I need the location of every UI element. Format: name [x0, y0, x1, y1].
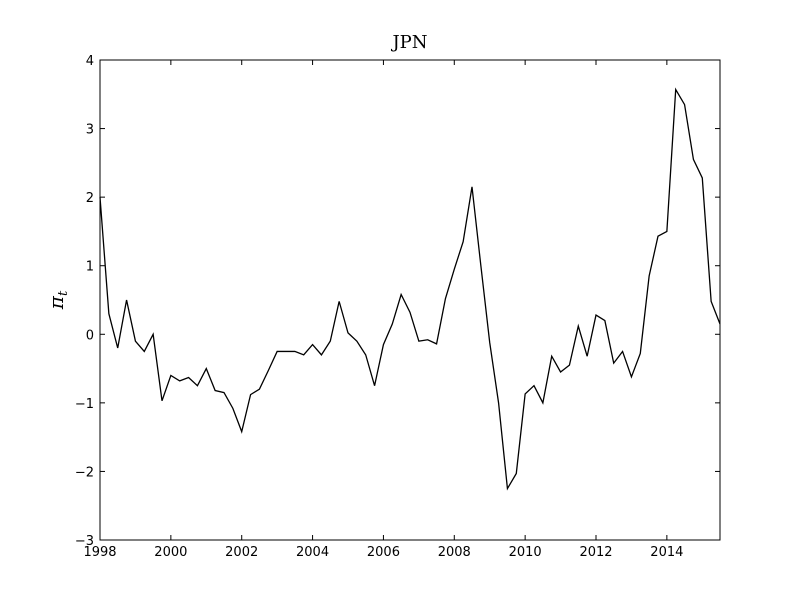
x-tick-label: 2012: [579, 545, 612, 560]
x-tick-label: 2008: [438, 545, 471, 560]
y-tick-label: −3: [75, 534, 94, 549]
x-tick-label: 1998: [83, 545, 116, 560]
y-tick-label: 3: [86, 123, 94, 138]
y-tick-label: −2: [75, 465, 94, 480]
y-axis-label: πt: [44, 290, 71, 310]
x-tick-label: 2004: [296, 545, 329, 560]
x-tick-label: 2010: [509, 545, 542, 560]
x-tick-label: 2002: [225, 545, 258, 560]
y-tick-label: −1: [75, 397, 94, 412]
x-tick-label: 2014: [650, 545, 683, 560]
x-axis-ticks: 1998 2000 2002 2004 2006 2008 2010 2012 2014: [83, 60, 683, 560]
y-tick-label: 0: [86, 328, 94, 343]
y-axis-ticks: −3 −2 −1 0 1 2 3 4: [75, 54, 720, 549]
series-layer: [99, 87, 721, 491]
y-tick-label: 2: [86, 191, 94, 206]
plot-frame: [99, 59, 721, 541]
chart-title: JPN: [390, 32, 427, 53]
x-tick-label: 2006: [367, 545, 400, 560]
y-tick-label: 4: [86, 54, 94, 69]
y-tick-label: 1: [86, 260, 94, 275]
x-tick-label: 2000: [154, 545, 187, 560]
series-line-0: [99, 87, 721, 491]
